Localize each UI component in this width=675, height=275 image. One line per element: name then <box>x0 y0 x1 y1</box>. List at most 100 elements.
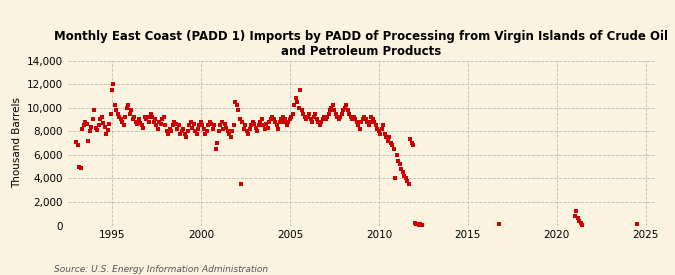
Point <box>388 147 399 151</box>
Point <box>175 131 186 136</box>
Point <box>336 111 347 116</box>
Point <box>342 108 353 112</box>
Point <box>274 120 285 124</box>
Point <box>139 115 150 119</box>
Point <box>83 138 94 143</box>
Point <box>78 123 89 128</box>
Point <box>128 117 138 122</box>
Point <box>218 127 229 131</box>
Point <box>353 123 364 128</box>
Point <box>256 117 267 122</box>
Point <box>316 120 327 124</box>
Point <box>301 117 312 122</box>
Point <box>399 174 410 178</box>
Point <box>87 117 98 122</box>
Point <box>285 117 296 122</box>
Point <box>402 178 412 183</box>
Point <box>150 117 161 122</box>
Point <box>133 117 144 122</box>
Point <box>327 103 338 108</box>
Point <box>148 120 159 124</box>
Point <box>268 117 279 122</box>
Point <box>335 115 346 119</box>
Point <box>373 129 384 133</box>
Point <box>169 120 180 124</box>
Point <box>151 123 162 128</box>
Point <box>216 120 227 124</box>
Point <box>362 120 373 124</box>
Point <box>138 125 148 130</box>
Point <box>76 166 86 170</box>
Point <box>294 105 304 110</box>
Point <box>108 82 119 86</box>
Point <box>253 123 264 128</box>
Point <box>231 103 242 108</box>
Point <box>377 127 387 131</box>
Point <box>146 115 157 119</box>
Point <box>182 129 193 133</box>
Point <box>383 138 394 143</box>
Point <box>71 140 82 144</box>
Point <box>136 123 147 128</box>
Point <box>107 88 117 92</box>
Point <box>77 127 88 131</box>
Point <box>99 124 110 129</box>
Point <box>364 120 375 124</box>
Point <box>314 123 325 128</box>
Point <box>378 123 389 128</box>
Point <box>263 125 273 130</box>
Point <box>101 131 111 136</box>
Point <box>237 120 248 124</box>
Point <box>192 127 203 131</box>
Point <box>207 127 218 131</box>
Point <box>117 120 128 124</box>
Point <box>354 127 365 131</box>
Point <box>202 129 213 133</box>
Point <box>406 141 417 145</box>
Point <box>323 111 334 116</box>
Point <box>120 115 131 119</box>
Point <box>410 222 421 227</box>
Point <box>198 127 209 131</box>
Point <box>259 127 270 131</box>
Point <box>277 115 288 119</box>
Point <box>305 117 316 122</box>
Point <box>89 108 100 112</box>
Point <box>115 117 126 122</box>
Point <box>203 123 214 128</box>
Point <box>398 170 408 175</box>
Point <box>280 117 291 122</box>
Point <box>86 124 97 129</box>
Point <box>290 96 301 100</box>
Point <box>200 131 211 136</box>
Point <box>292 100 303 104</box>
Point <box>140 117 151 122</box>
Point <box>304 111 315 116</box>
Y-axis label: Thousand Barrels: Thousand Barrels <box>12 98 22 188</box>
Point <box>113 111 124 116</box>
Point <box>102 128 113 132</box>
Point <box>412 222 423 226</box>
Point <box>261 122 271 126</box>
Title: Monthly East Coast (PADD 1) Imports by PADD of Processing from Virgin Islands of: Monthly East Coast (PADD 1) Imports by P… <box>54 30 668 58</box>
Point <box>225 135 236 139</box>
Point <box>575 221 586 225</box>
Point <box>163 131 173 136</box>
Point <box>252 129 263 133</box>
Point <box>375 131 386 136</box>
Point <box>404 137 415 142</box>
Point <box>97 115 107 119</box>
Point <box>415 222 426 227</box>
Point <box>187 125 198 130</box>
Point <box>275 117 286 122</box>
Point <box>574 219 585 223</box>
Point <box>296 108 307 112</box>
Point <box>197 123 208 128</box>
Point <box>154 120 165 124</box>
Point <box>310 111 321 116</box>
Point <box>396 167 406 171</box>
Point <box>270 120 281 124</box>
Point <box>161 129 172 133</box>
Point <box>82 122 92 126</box>
Point <box>416 223 427 227</box>
